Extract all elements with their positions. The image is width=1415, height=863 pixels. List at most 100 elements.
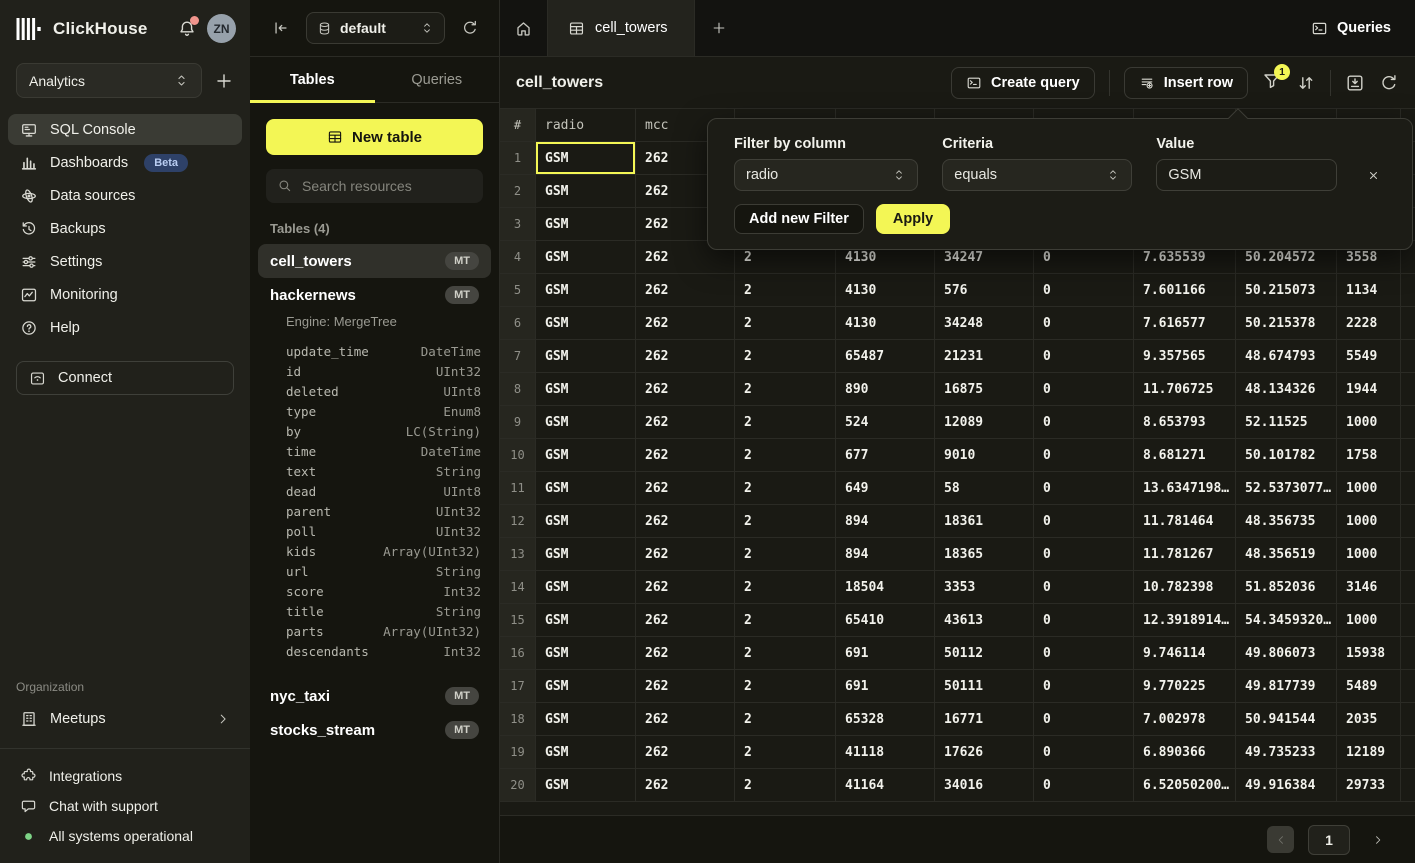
grid-cell[interactable]: 0 [1034, 670, 1134, 703]
tab-tables[interactable]: Tables [250, 57, 375, 102]
row-number[interactable]: 15 [500, 604, 536, 637]
grid-cell[interactable]: 21231 [935, 340, 1034, 373]
tab-queries[interactable]: Queries [375, 57, 500, 102]
grid-cell[interactable]: 0 [1034, 571, 1134, 604]
grid-cell[interactable]: 4130 [836, 274, 935, 307]
grid-cell[interactable]: 262 [636, 406, 735, 439]
row-number[interactable]: 10 [500, 439, 536, 472]
tab-cell-towers[interactable]: cell_towers [548, 0, 695, 56]
grid-cell[interactable]: 5489 [1337, 670, 1401, 703]
grid-cell[interactable]: 11.781464 [1134, 505, 1236, 538]
row-number[interactable]: 5 [500, 274, 536, 307]
grid-cell[interactable]: 649 [836, 472, 935, 505]
home-tab[interactable] [500, 0, 548, 56]
grid-cell[interactable]: 9.770225 [1134, 670, 1236, 703]
grid-cell[interactable]: 49.817739 [1236, 670, 1337, 703]
grid-cell[interactable]: GSM [536, 406, 636, 439]
grid-cell[interactable]: 262 [636, 307, 735, 340]
avatar[interactable]: ZN [207, 14, 236, 43]
grid-cell[interactable]: 34016 [935, 769, 1034, 802]
grid-cell[interactable]: 6.890366 [1134, 736, 1236, 769]
grid-cell[interactable]: 894 [836, 505, 935, 538]
sidebar-item-meetups[interactable]: Meetups [8, 704, 242, 734]
grid-cell[interactable]: 1758 [1337, 439, 1401, 472]
grid-cell[interactable]: 41164 [836, 769, 935, 802]
grid-cell[interactable]: 262 [636, 373, 735, 406]
grid-cell[interactable]: 2 [735, 505, 836, 538]
grid-cell[interactable]: 18365 [935, 538, 1034, 571]
grid-cell[interactable]: 7.616577 [1134, 307, 1236, 340]
grid-cell[interactable]: GSM [536, 241, 636, 274]
grid-cell[interactable]: 12.3918914… [1134, 604, 1236, 637]
grid-cell[interactable]: 0 [1034, 538, 1134, 571]
grid-cell[interactable]: 0 [1034, 373, 1134, 406]
grid-cell[interactable]: 2 [735, 406, 836, 439]
new-tab-button[interactable] [695, 0, 743, 56]
grid-cell[interactable]: 50112 [935, 637, 1034, 670]
grid-cell[interactable]: 2035 [1337, 703, 1401, 736]
grid-cell[interactable]: 15938 [1337, 637, 1401, 670]
grid-cell[interactable]: 5549 [1337, 340, 1401, 373]
notifications-bell-icon[interactable] [177, 19, 197, 39]
grid-cell[interactable]: 262 [636, 571, 735, 604]
row-number[interactable]: 3 [500, 208, 536, 241]
filter-value-input[interactable] [1156, 159, 1336, 191]
grid-cell[interactable]: 50111 [935, 670, 1034, 703]
grid-cell[interactable]: 2 [735, 340, 836, 373]
grid-cell[interactable]: 2 [735, 307, 836, 340]
grid-cell[interactable]: 0 [1034, 769, 1134, 802]
grid-cell[interactable]: GSM [536, 538, 636, 571]
grid-cell[interactable]: 0 [1034, 736, 1134, 769]
grid-cell[interactable]: GSM [536, 274, 636, 307]
add-new-filter-button[interactable]: Add new Filter [734, 204, 864, 234]
selected-grid-cell[interactable]: GSM [536, 142, 636, 175]
grid-cell[interactable]: GSM [536, 439, 636, 472]
grid-cell[interactable]: 262 [636, 439, 735, 472]
row-number[interactable]: 12 [500, 505, 536, 538]
grid-cell[interactable]: 1944 [1337, 373, 1401, 406]
grid-cell[interactable]: 0 [1034, 439, 1134, 472]
grid-cell[interactable]: 2 [735, 670, 836, 703]
grid-cell[interactable]: 262 [636, 538, 735, 571]
grid-cell[interactable]: 691 [836, 670, 935, 703]
row-number[interactable]: 19 [500, 736, 536, 769]
grid-cell[interactable]: 51.852036 [1236, 571, 1337, 604]
grid-cell[interactable]: 2 [735, 472, 836, 505]
sidebar-item-sql-console[interactable]: SQL Console [8, 114, 242, 145]
grid-cell[interactable]: 1134 [1337, 274, 1401, 307]
grid-cell[interactable]: 262 [636, 769, 735, 802]
next-page-button[interactable] [1364, 826, 1391, 853]
row-number[interactable]: 8 [500, 373, 536, 406]
workspace-selector[interactable]: Analytics [16, 63, 202, 98]
grid-cell[interactable]: 0 [1034, 505, 1134, 538]
grid-cell[interactable]: 262 [636, 274, 735, 307]
grid-cell[interactable]: 894 [836, 538, 935, 571]
grid-cell[interactable]: 50.101782 [1236, 439, 1337, 472]
row-number[interactable]: 2 [500, 175, 536, 208]
grid-cell[interactable]: 524 [836, 406, 935, 439]
grid-cell[interactable]: 262 [636, 604, 735, 637]
grid-cell[interactable]: 0 [1034, 406, 1134, 439]
grid-cell[interactable]: 0 [1034, 604, 1134, 637]
grid-cell[interactable]: 1000 [1337, 406, 1401, 439]
grid-cell[interactable]: 16875 [935, 373, 1034, 406]
sidebar-item-help[interactable]: Help [8, 312, 242, 343]
create-query-button[interactable]: Create query [951, 67, 1095, 99]
column-header[interactable]: radio [536, 109, 636, 142]
grid-cell[interactable]: 0 [1034, 307, 1134, 340]
grid-cell[interactable]: 12189 [1337, 736, 1401, 769]
queries-button[interactable]: Queries [1287, 20, 1415, 37]
grid-cell[interactable]: 7.002978 [1134, 703, 1236, 736]
grid-cell[interactable]: 50.215378 [1236, 307, 1337, 340]
grid-cell[interactable]: 2 [735, 439, 836, 472]
grid-cell[interactable]: 0 [1034, 637, 1134, 670]
grid-cell[interactable]: 677 [836, 439, 935, 472]
grid-cell[interactable]: 49.806073 [1236, 637, 1337, 670]
sidebar-item-data-sources[interactable]: Data sources [8, 180, 242, 211]
table-item-nyc-taxi[interactable]: nyc_taxiMT [258, 679, 491, 713]
grid-cell[interactable]: 2 [735, 274, 836, 307]
grid-cell[interactable]: 16771 [935, 703, 1034, 736]
grid-cell[interactable]: GSM [536, 637, 636, 670]
grid-cell[interactable]: GSM [536, 670, 636, 703]
grid-cell[interactable]: GSM [536, 769, 636, 802]
